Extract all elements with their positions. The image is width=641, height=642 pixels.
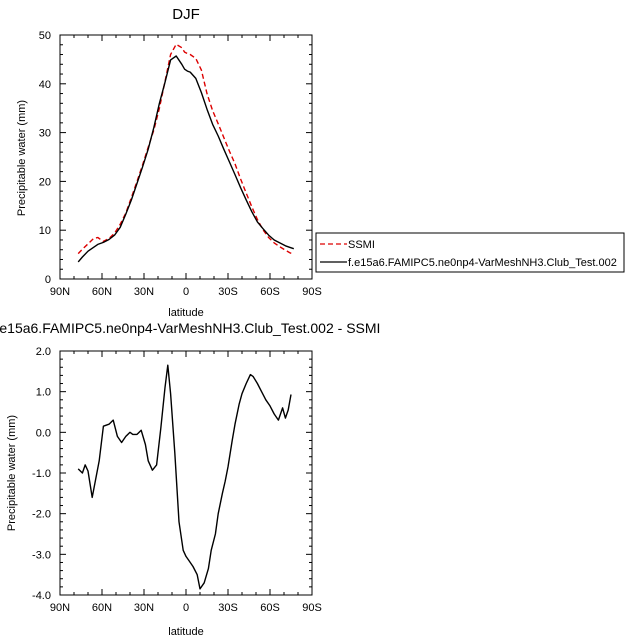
x-tick-label: 30N — [134, 286, 154, 298]
bottom-chart-frame — [59, 350, 313, 596]
x-tick-label: 90N — [50, 602, 70, 614]
y-tick-label: -1.0 — [32, 468, 51, 480]
bottom-chart-xlabel: latitude — [168, 626, 203, 638]
top-chart-series — [77, 43, 295, 263]
y-tick-label: 1.0 — [36, 387, 51, 399]
bottom-chart-title: f.e15a6.FAMIPC5.ne0np4-VarMeshNH3.Club_T… — [0, 320, 380, 336]
y-tick-label: 2.0 — [36, 346, 51, 358]
y-tick-label: -3.0 — [32, 549, 51, 561]
top-chart: DJF Precipitable water (mm) latitude 90N… — [16, 6, 322, 319]
y-tick-label: -2.0 — [32, 509, 51, 521]
x-tick-label: 0 — [183, 286, 189, 298]
y-tick-label: 10 — [39, 225, 51, 237]
series-line-1 — [77, 43, 295, 256]
legend-label-model: f.e15a6.FAMIPC5.ne0np4-VarMeshNH3.Club_T… — [348, 257, 617, 269]
x-tick-label: 30S — [218, 286, 238, 298]
bottom-chart-series — [77, 364, 292, 590]
x-tick-label: 90S — [302, 286, 322, 298]
top-chart-frame — [59, 34, 313, 280]
top-chart-ticks: 90N 60N 30N 0 30S 60S 90S 0 10 20 30 40 50 — [39, 30, 322, 298]
y-tick-label: 0 — [45, 274, 51, 286]
x-tick-label: 60S — [260, 602, 280, 614]
x-tick-label: 0 — [183, 602, 189, 614]
top-chart-xlabel: latitude — [168, 307, 203, 319]
x-tick-label: 90N — [50, 286, 70, 298]
y-tick-label: 30 — [39, 128, 51, 140]
series-line-2 — [77, 55, 295, 263]
legend-box — [315, 232, 625, 273]
top-chart-title: DJF — [172, 6, 200, 23]
x-tick-label: 60N — [92, 286, 112, 298]
top-chart-ylabel: Precipitable water (mm) — [16, 100, 28, 216]
legend-label-ssmi: SSMI — [348, 239, 375, 251]
series-line-1 — [77, 364, 292, 590]
y-tick-label: 0.0 — [36, 427, 51, 439]
y-tick-label: 50 — [39, 30, 51, 42]
bottom-chart-ylabel: Precipitable water (mm) — [6, 415, 18, 531]
bottom-chart-ticks: 90N 60N 30N 0 30S 60S 90S -4.0 -3.0 -2.0 -1.0 0.0 1.… — [32, 346, 322, 614]
x-tick-label: 30S — [218, 602, 238, 614]
y-tick-label: 20 — [39, 176, 51, 188]
y-tick-label: 40 — [39, 79, 51, 91]
x-tick-label: 30N — [134, 602, 154, 614]
y-tick-label: -4.0 — [32, 590, 51, 602]
x-tick-label: 60N — [92, 602, 112, 614]
bottom-chart: f.e15a6.FAMIPC5.ne0np4-VarMeshNH3.Club_T… — [0, 320, 380, 638]
legend: SSMI f.e15a6.FAMIPC5.ne0np4-VarMeshNH3.C… — [315, 232, 625, 273]
x-tick-label: 90S — [302, 602, 322, 614]
x-tick-label: 60S — [260, 286, 280, 298]
